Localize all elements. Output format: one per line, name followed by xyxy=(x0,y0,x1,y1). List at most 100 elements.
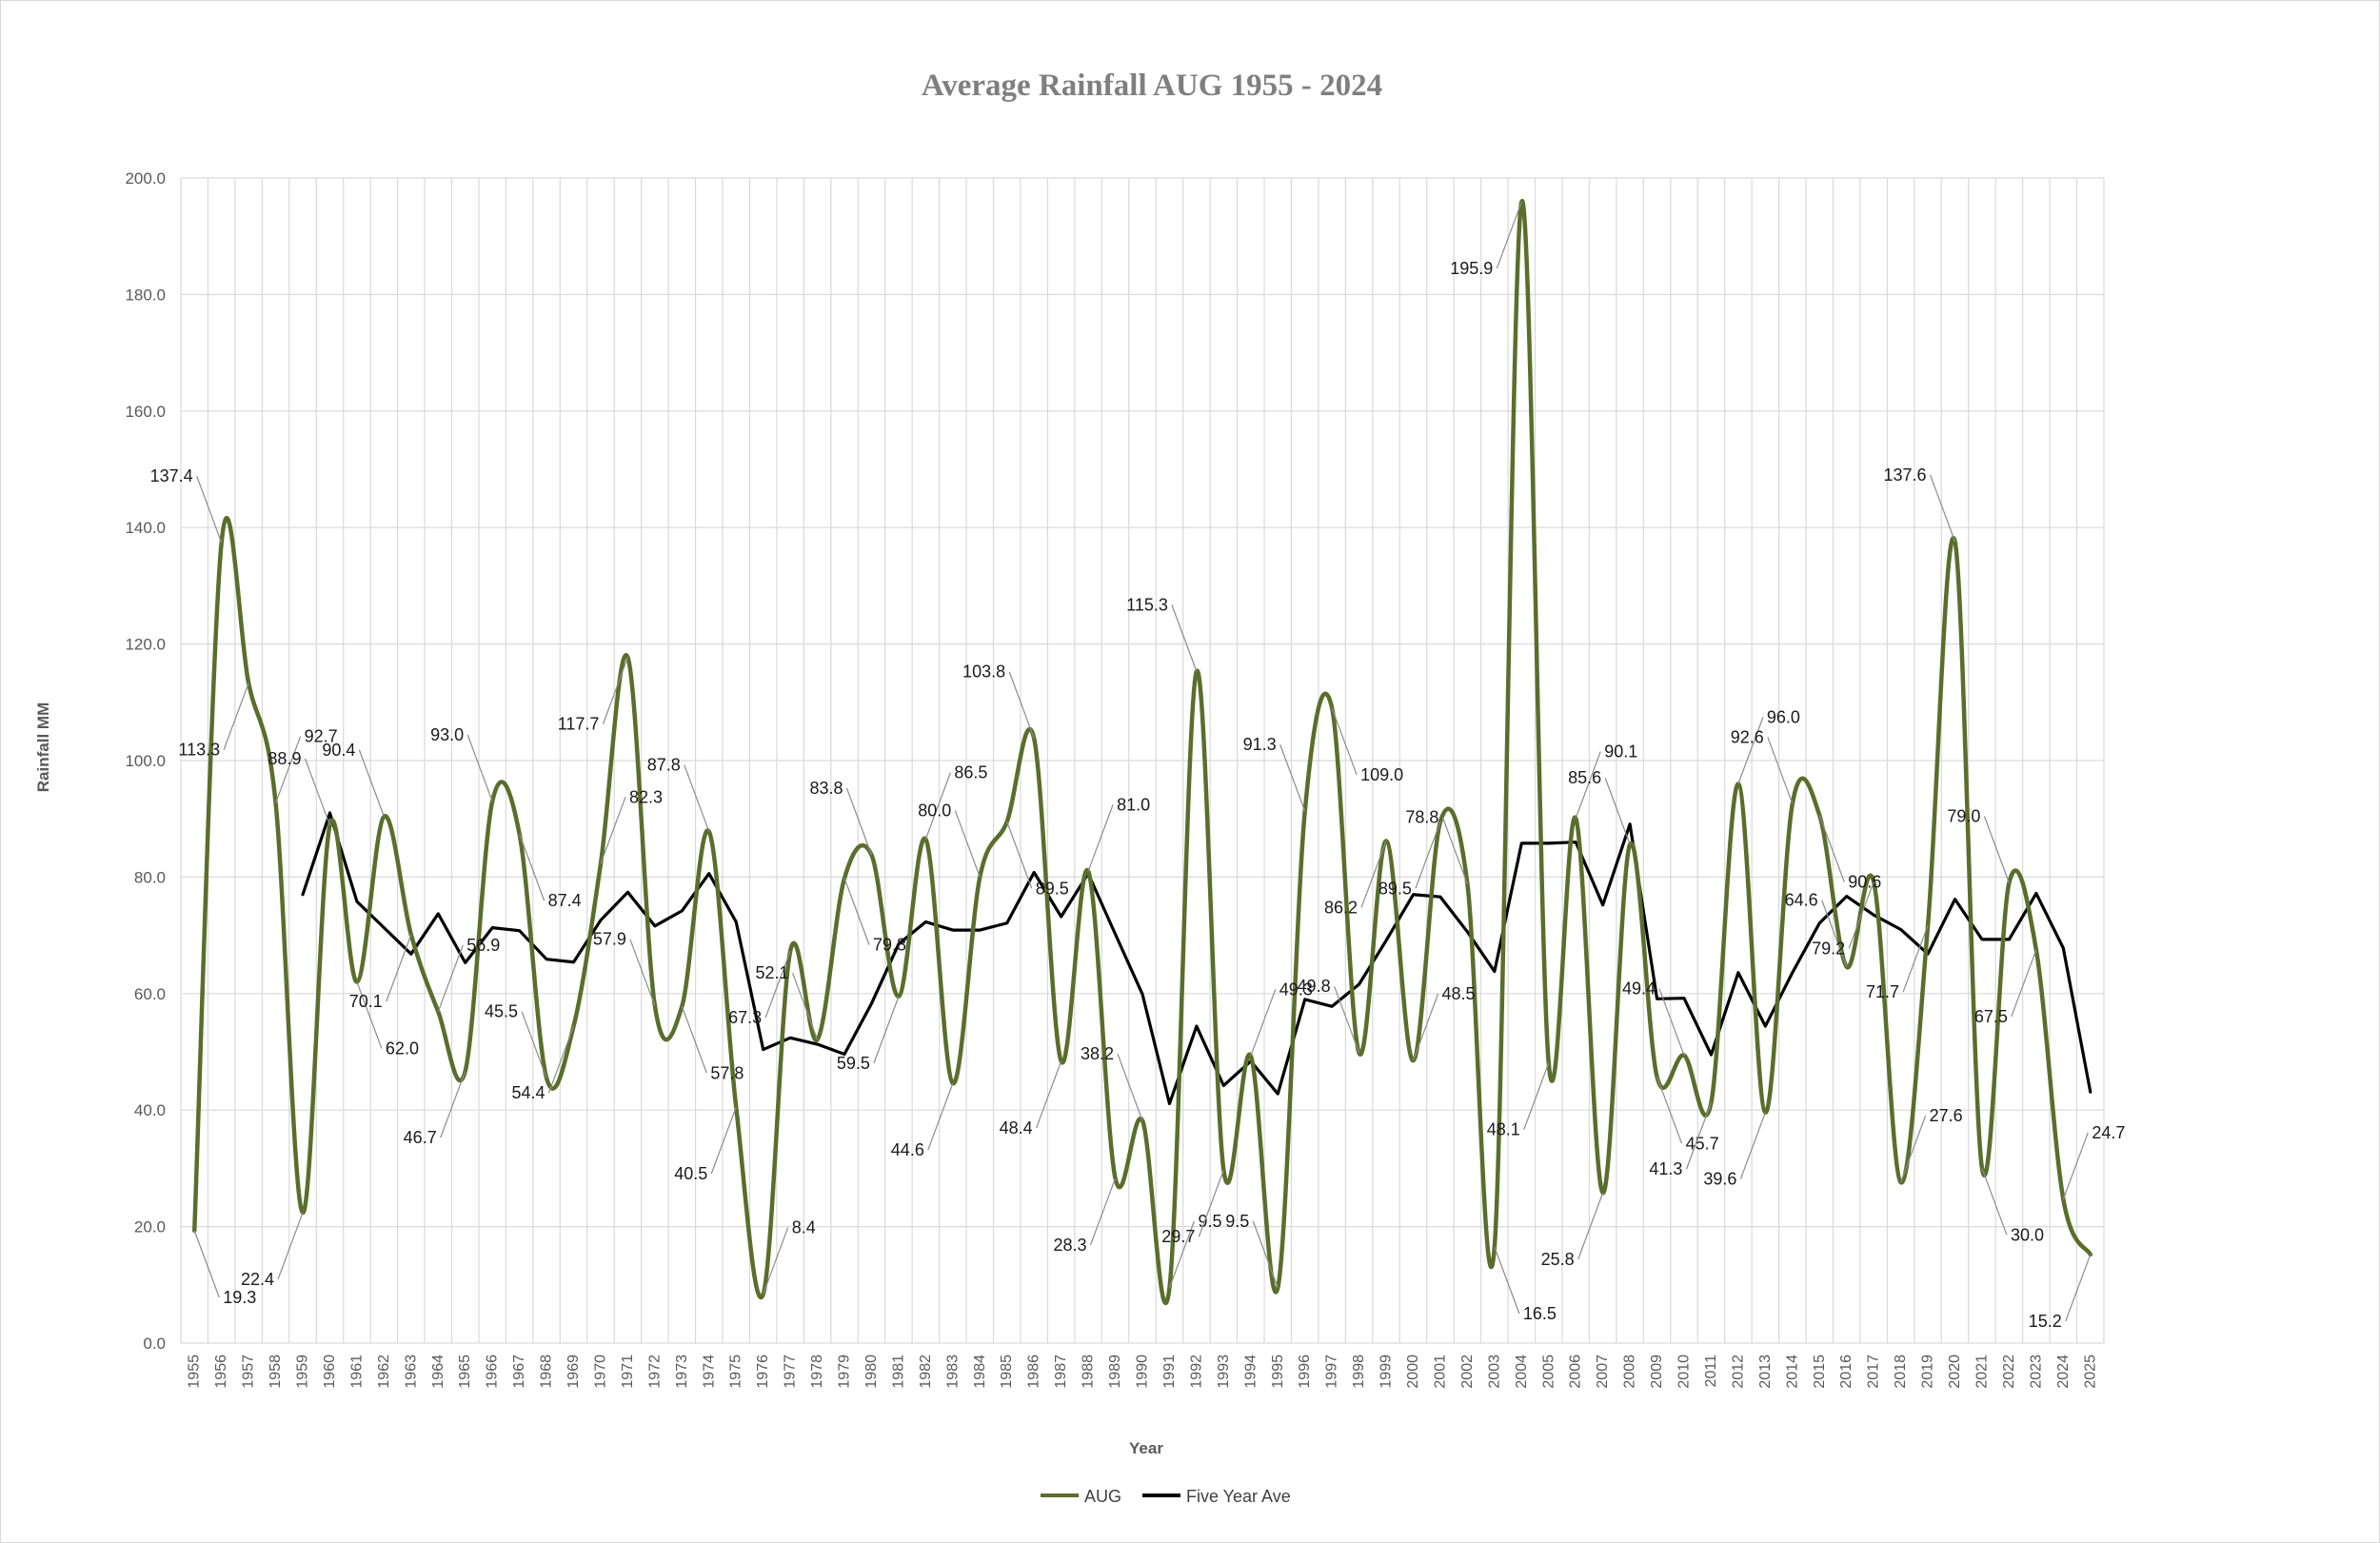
x-axis-ticks: 1955 1956 1957 1958 1959 1960 1961 1962 1963 1964… xyxy=(187,1355,2099,1389)
data-label: 82.3 xyxy=(629,787,663,806)
y-tick-label: 180.0 xyxy=(125,286,166,304)
data-label-leader xyxy=(1087,804,1114,872)
x-tick-label: 1972 xyxy=(646,1355,663,1389)
data-label: 70.1 xyxy=(349,992,383,1011)
y-tick-label: 40.0 xyxy=(134,1101,166,1119)
x-tick-label: 2024 xyxy=(2055,1355,2072,1389)
x-tick-label: 1971 xyxy=(620,1355,636,1389)
x-tick-label: 2016 xyxy=(1838,1355,1854,1389)
data-label-leader xyxy=(1036,1060,1062,1129)
x-tick-label: 2019 xyxy=(1920,1355,1936,1389)
x-tick-label: 1986 xyxy=(1026,1355,1042,1389)
legend: AUG Five Year Ave xyxy=(1041,1487,1291,1506)
x-tick-label: 1955 xyxy=(187,1355,203,1389)
data-label: 48.5 xyxy=(1442,984,1476,1003)
x-tick-label: 1978 xyxy=(809,1355,825,1389)
x-tick-label: 1957 xyxy=(241,1355,257,1389)
data-label-leader xyxy=(1252,1220,1279,1289)
data-label: 44.6 xyxy=(891,1140,924,1159)
x-tick-label: 1959 xyxy=(295,1355,311,1389)
data-label-leader xyxy=(927,1082,954,1151)
data-label: 48.4 xyxy=(1000,1118,1033,1137)
data-label-leader xyxy=(1198,1170,1224,1237)
x-tick-label: 1997 xyxy=(1324,1355,1340,1389)
data-label-leader xyxy=(1981,1168,2008,1236)
data-label: 49.8 xyxy=(1298,977,1331,996)
data-label-leader xyxy=(873,996,900,1064)
x-tick-label: 1964 xyxy=(430,1355,446,1389)
x-tick-label: 2020 xyxy=(1947,1355,1963,1389)
data-label: 78.8 xyxy=(1405,808,1438,827)
x-tick-label: 1984 xyxy=(972,1355,988,1389)
data-label-leader xyxy=(1658,988,1685,1056)
x-tick-label: 1966 xyxy=(485,1355,501,1389)
data-label-leader xyxy=(843,878,870,945)
data-label-leader xyxy=(602,657,628,724)
data-label: 89.5 xyxy=(1036,879,1069,898)
data-label: 92.7 xyxy=(305,727,338,746)
data-label-leader xyxy=(792,972,819,1040)
x-tick-label: 1993 xyxy=(1216,1355,1232,1389)
data-label-leader xyxy=(1737,717,1764,784)
data-label: 38.2 xyxy=(1081,1044,1114,1063)
data-label: 29.7 xyxy=(1161,1227,1195,1246)
x-tick-label: 1983 xyxy=(944,1355,961,1389)
data-label-leader xyxy=(1334,986,1360,1054)
data-label: 28.3 xyxy=(1054,1236,1087,1255)
data-label: 54.4 xyxy=(511,1083,545,1102)
data-label: 41.3 xyxy=(1649,1159,1682,1178)
data-label: 137.6 xyxy=(1883,465,1926,485)
data-label: 56.9 xyxy=(466,936,500,955)
data-label: 15.2 xyxy=(2029,1312,2062,1331)
data-label: 45.5 xyxy=(485,1002,518,1021)
data-label-leader xyxy=(547,1025,575,1094)
x-tick-label: 2006 xyxy=(1568,1355,1584,1389)
x-tick-label: 1999 xyxy=(1378,1355,1395,1389)
x-tick-label: 1963 xyxy=(403,1355,419,1389)
data-label-leader xyxy=(600,797,626,864)
data-label: 88.9 xyxy=(268,749,301,768)
x-tick-label: 1958 xyxy=(268,1355,284,1389)
x-tick-label: 1990 xyxy=(1135,1355,1151,1389)
data-label: 71.7 xyxy=(1866,982,1899,1001)
data-label: 113.3 xyxy=(178,741,220,760)
x-tick-label: 1965 xyxy=(457,1355,473,1389)
data-label: 67.3 xyxy=(728,1008,762,1027)
data-label-leader xyxy=(1496,201,1522,269)
data-label-leader xyxy=(1821,900,1848,967)
data-label: 45.7 xyxy=(1686,1134,1719,1153)
data-label-leader xyxy=(1117,1054,1143,1121)
data-label-leader xyxy=(629,939,656,1006)
data-label-leader xyxy=(1575,751,1601,819)
data-label: 9.5 xyxy=(1225,1212,1249,1231)
data-label-leader xyxy=(1685,1102,1713,1170)
x-tick-label: 1995 xyxy=(1270,1355,1286,1389)
x-tick-label: 2009 xyxy=(1649,1355,1665,1389)
data-label-leader xyxy=(1929,474,1956,543)
data-label: 64.6 xyxy=(1785,891,1818,910)
x-tick-label: 2011 xyxy=(1703,1355,1719,1388)
data-label-leader xyxy=(1523,1062,1550,1130)
data-label: 39.6 xyxy=(1703,1170,1736,1189)
y-tick-label: 60.0 xyxy=(134,985,166,1003)
data-label-leader xyxy=(1331,707,1358,776)
data-label-leader xyxy=(437,944,464,1012)
data-label-leader xyxy=(1900,1115,1927,1183)
data-label: 79.2 xyxy=(1812,939,1845,958)
x-tick-label: 2008 xyxy=(1622,1355,1638,1389)
x-tick-label: 2004 xyxy=(1514,1355,1530,1389)
data-label: 85.6 xyxy=(1568,768,1601,787)
data-label-leader xyxy=(954,810,981,878)
data-label: 92.6 xyxy=(1731,727,1764,746)
x-tick-label: 1996 xyxy=(1297,1355,1313,1389)
data-label: 83.8 xyxy=(809,779,843,798)
data-label: 90.6 xyxy=(1848,873,1881,892)
series-lines xyxy=(191,199,2093,1305)
y-tick-label: 200.0 xyxy=(125,169,166,188)
data-label-leader xyxy=(1818,815,1845,882)
y-tick-label: 20.0 xyxy=(134,1218,166,1236)
data-label-leader xyxy=(1006,821,1033,889)
series-line-five-year-ave xyxy=(301,811,2092,1106)
x-tick-label: 2018 xyxy=(1893,1355,1909,1389)
